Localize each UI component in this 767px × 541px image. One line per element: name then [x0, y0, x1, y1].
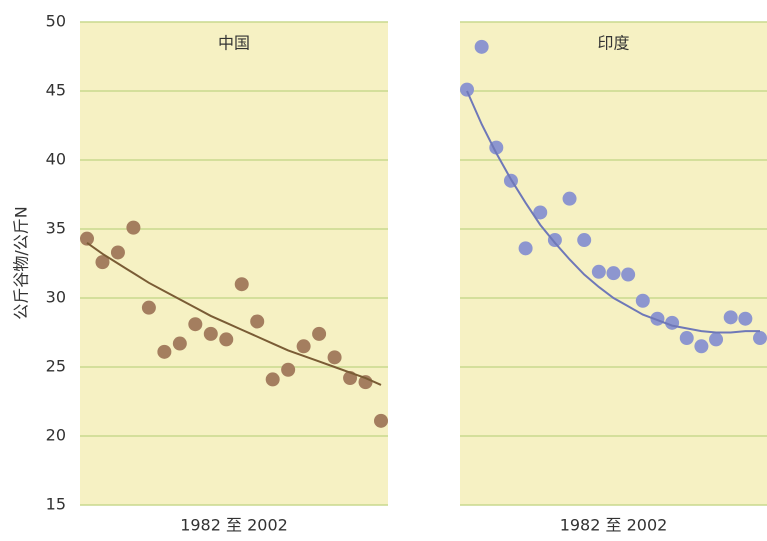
- data-point: [250, 314, 265, 329]
- data-point: [679, 331, 694, 346]
- data-point: [723, 310, 738, 325]
- data-point: [327, 350, 342, 365]
- panel-background: [460, 22, 767, 505]
- data-point: [188, 317, 203, 332]
- data-point: [518, 241, 533, 256]
- y-tick-label: 25: [46, 357, 66, 376]
- data-point: [80, 231, 94, 246]
- y-tick-label: 50: [46, 12, 66, 31]
- panel-background: [80, 22, 388, 505]
- data-point: [281, 362, 296, 377]
- data-point: [265, 372, 280, 387]
- data-point: [126, 220, 141, 235]
- data-point: [312, 326, 327, 341]
- data-point: [95, 255, 110, 270]
- data-point: [562, 191, 577, 206]
- y-tick-label: 40: [46, 150, 66, 169]
- data-point: [157, 344, 172, 359]
- data-point: [460, 82, 474, 97]
- trend-line: [466, 90, 760, 334]
- data-point: [547, 233, 562, 248]
- y-axis-label: 公斤谷物/公斤N: [12, 206, 31, 319]
- data-point: [110, 245, 125, 260]
- data-point: [219, 332, 234, 347]
- data-point: [753, 331, 767, 346]
- data-point: [738, 311, 753, 326]
- data-point: [296, 339, 311, 354]
- trend-line: [86, 241, 382, 386]
- data-point: [533, 205, 548, 220]
- y-tick-label: 15: [46, 495, 66, 514]
- y-tick-label: 35: [46, 219, 66, 238]
- data-point: [374, 413, 388, 428]
- x-axis-label: 1982 至 2002: [560, 516, 668, 535]
- data-point: [234, 277, 249, 292]
- data-point: [621, 267, 636, 282]
- panel-title: 中国: [218, 34, 250, 53]
- panel-title: 印度: [597, 34, 629, 53]
- data-point: [141, 300, 156, 315]
- x-axis-label: 1982 至 2002: [180, 516, 288, 535]
- data-point: [172, 336, 187, 351]
- data-point: [606, 266, 621, 281]
- data-point: [577, 233, 592, 248]
- y-tick-label: 20: [46, 426, 66, 445]
- data-point: [591, 264, 606, 279]
- y-tick-label: 45: [46, 81, 66, 100]
- y-tick-label: 30: [46, 288, 66, 307]
- data-point: [203, 326, 218, 341]
- data-point: [709, 332, 724, 347]
- data-point: [635, 293, 650, 308]
- data-point: [694, 339, 709, 354]
- data-point: [474, 39, 489, 54]
